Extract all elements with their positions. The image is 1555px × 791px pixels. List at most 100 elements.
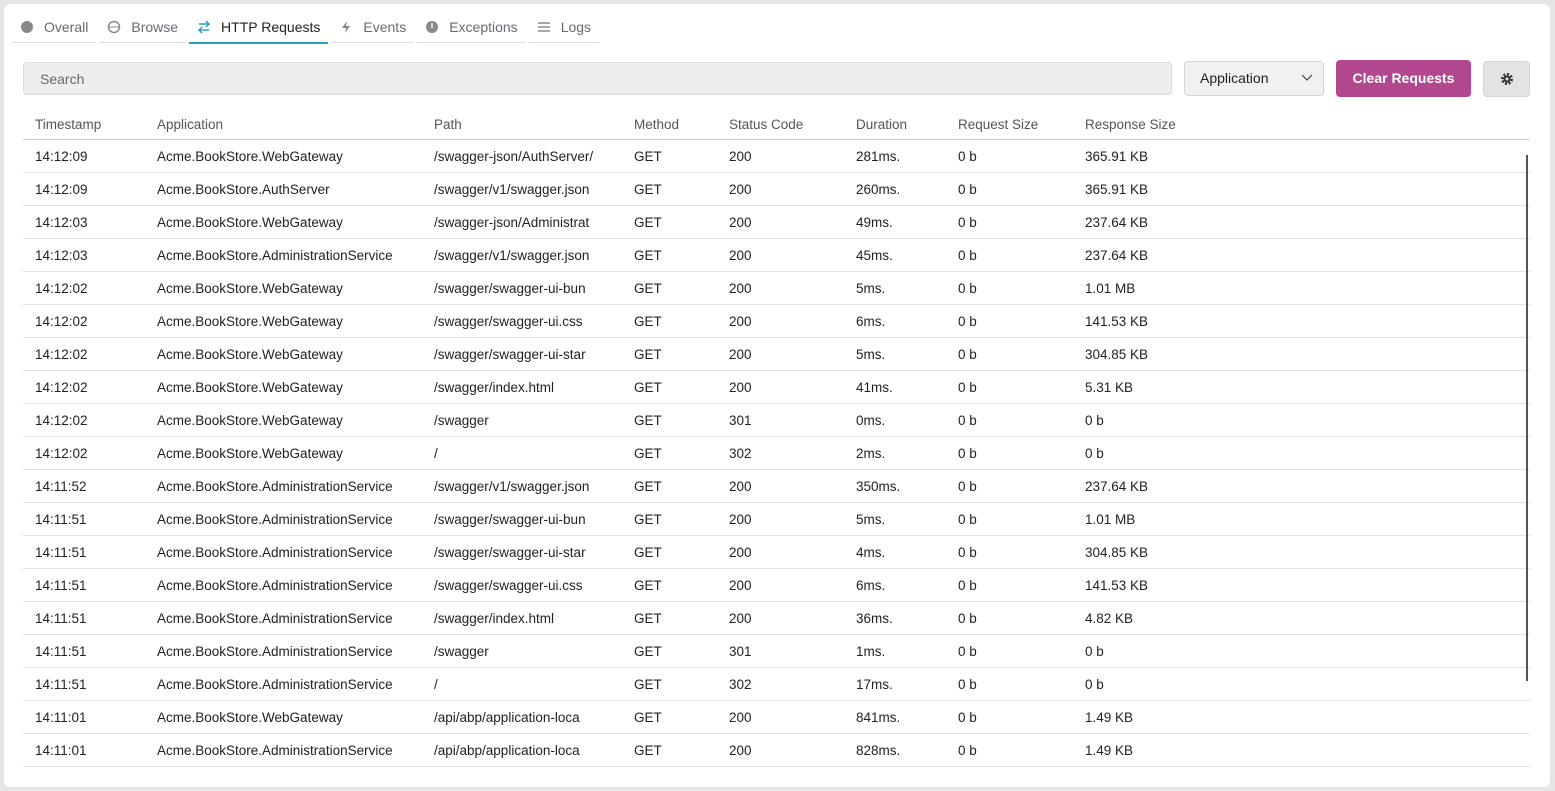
cell: Acme.BookStore.AdministrationService: [145, 469, 422, 503]
cell: 0 b: [1073, 634, 1530, 668]
cell: Acme.BookStore.WebGateway: [145, 271, 422, 305]
request-row[interactable]: 14:12:09 Acme.BookStore.WebGateway/swagge…: [23, 139, 1530, 173]
request-row[interactable]: 14:12:02 Acme.BookStore.WebGateway/swagge…: [23, 370, 1530, 404]
clear-button[interactable]: Clear Requests: [1336, 60, 1471, 97]
tab[interactable]: HTTP Requests: [189, 12, 329, 44]
cell: 0 b: [946, 634, 1073, 668]
cell: /api/abp/application-loca: [422, 733, 622, 767]
column-header[interactable]: Duration: [844, 109, 946, 140]
request-row[interactable]: 14:11:51 Acme.BookStore.AdministrationSer…: [23, 667, 1530, 701]
cell: 0 b: [1073, 436, 1530, 470]
request-row[interactable]: 14:11:51 Acme.BookStore.AdministrationSer…: [23, 568, 1530, 602]
chevron: [1301, 74, 1313, 81]
cell: 200: [717, 733, 844, 767]
request-row[interactable]: 14:12:03 Acme.BookStore.WebGateway/swagge…: [23, 205, 1530, 239]
request-row[interactable]: 14:11:51 Acme.BookStore.AdministrationSer…: [23, 601, 1530, 635]
cell: 350ms.: [844, 469, 946, 503]
column-header[interactable]: Application: [145, 109, 422, 140]
cell: 200: [717, 601, 844, 635]
cell: 237.64 KB: [1073, 469, 1530, 503]
cell: GET: [622, 568, 717, 602]
request-row[interactable]: 14:11:51 Acme.BookStore.AdministrationSer…: [23, 535, 1530, 569]
request-row[interactable]: 14:12:02 Acme.BookStore.WebGateway / GET 302…: [23, 436, 1530, 470]
column-header[interactable]: Response Size: [1073, 109, 1530, 140]
cell: 141.53 KB: [1073, 304, 1530, 338]
column-header[interactable]: Status Code: [717, 109, 844, 140]
cell: Acme.BookStore.WebGateway: [145, 337, 422, 371]
request-row[interactable]: 14:12:02 Acme.BookStore.WebGateway/swagge…: [23, 403, 1530, 437]
request-row[interactable]: 14:12:09 Acme.BookStore.AuthServer/swagge…: [23, 172, 1530, 206]
cell: 0 b: [946, 568, 1073, 602]
cell: 0 b: [1073, 667, 1530, 701]
cell: /: [422, 436, 622, 470]
cell: GET: [622, 436, 717, 470]
tab[interactable]: Logs: [528, 12, 600, 43]
search-input[interactable]: Search: [23, 62, 1172, 95]
cell: 14:12:09: [23, 172, 145, 206]
scrollbar: [1526, 155, 1528, 681]
tab[interactable]: Exceptions: [417, 12, 526, 43]
request-row[interactable]: 14:12:03 Acme.BookStore.AdministrationSer…: [23, 238, 1530, 272]
cell: GET: [622, 469, 717, 503]
request-row[interactable]: 14:11:01 Acme.BookStore.WebGateway/api/ab…: [23, 700, 1530, 734]
tab-bar: Overall Browse HTTP Requests Events Exce…: [12, 12, 600, 44]
cell: Acme.BookStore.WebGateway: [145, 370, 422, 404]
cell: 260ms.: [844, 172, 946, 206]
cell: 0 b: [946, 667, 1073, 701]
cell: 0 b: [946, 370, 1073, 404]
cell: 0 b: [946, 436, 1073, 470]
cell: /api/abp/application-loca: [422, 700, 622, 734]
cell: /swagger/index.html: [422, 601, 622, 635]
request-row[interactable]: 14:12:02 Acme.BookStore.WebGateway/swagge…: [23, 271, 1530, 305]
icon: [108, 20, 121, 34]
column-header[interactable]: Method: [622, 109, 717, 140]
cell: 1.49 KB: [1073, 700, 1530, 734]
column-header[interactable]: Path: [422, 109, 622, 140]
cell: 14:11:51: [23, 667, 145, 701]
icon: [537, 22, 550, 32]
request-row[interactable]: 14:11:01 Acme.BookStore.AdministrationSer…: [23, 733, 1530, 767]
cell: GET: [622, 667, 717, 701]
cell: 2ms.: [844, 436, 946, 470]
cell: 5ms.: [844, 337, 946, 371]
cell: /swagger/v1/swagger.json: [422, 469, 622, 503]
cell: 304.85 KB: [1073, 535, 1530, 569]
cell: 5ms.: [844, 271, 946, 305]
request-row[interactable]: 14:12:02 Acme.BookStore.WebGateway/swagge…: [23, 304, 1530, 338]
cell: 0 b: [946, 337, 1073, 371]
tab-label: Overall: [44, 19, 89, 35]
icon: [426, 21, 439, 33]
request-row[interactable]: 14:11:51 Acme.BookStore.AdministrationSer…: [23, 634, 1530, 668]
cell: /swagger/swagger-ui-bun: [422, 502, 622, 536]
cell: 200: [717, 238, 844, 272]
request-row[interactable]: 14:11:51 Acme.BookStore.AdministrationSer…: [23, 502, 1530, 536]
cell: 14:11:01: [23, 700, 145, 734]
request-row[interactable]: 14:12:02 Acme.BookStore.WebGateway/swagge…: [23, 337, 1530, 371]
cell: Acme.BookStore.WebGateway: [145, 403, 422, 437]
tab[interactable]: Events: [331, 12, 415, 43]
cell: Acme.BookStore.WebGateway: [145, 700, 422, 734]
cell: 200: [717, 172, 844, 206]
cell: 14:12:02: [23, 370, 145, 404]
cell: 828ms.: [844, 733, 946, 767]
column-header[interactable]: Request Size: [946, 109, 1073, 140]
cell: GET: [622, 139, 717, 173]
cell: Acme.BookStore.WebGateway: [145, 436, 422, 470]
cell: 14:12:03: [23, 205, 145, 239]
settings-button[interactable]: [1483, 61, 1530, 97]
cell: 0 b: [946, 172, 1073, 206]
column-header[interactable]: Timestamp: [23, 109, 145, 140]
cell: Acme.BookStore.AuthServer: [145, 172, 422, 206]
cell: 365.91 KB: [1073, 172, 1530, 206]
tab[interactable]: Browse: [99, 12, 187, 43]
cell: GET: [622, 172, 717, 206]
application-select[interactable]: Application: [1184, 61, 1324, 96]
cell: Acme.BookStore.WebGateway: [145, 304, 422, 338]
cell: 14:11:01: [23, 733, 145, 767]
cell: 0 b: [946, 700, 1073, 734]
select-label: Application: [1200, 70, 1269, 86]
tab-label: Logs: [560, 19, 592, 35]
tab[interactable]: Overall: [12, 12, 97, 43]
request-row[interactable]: 14:11:52 Acme.BookStore.AdministrationSer…: [23, 469, 1530, 503]
